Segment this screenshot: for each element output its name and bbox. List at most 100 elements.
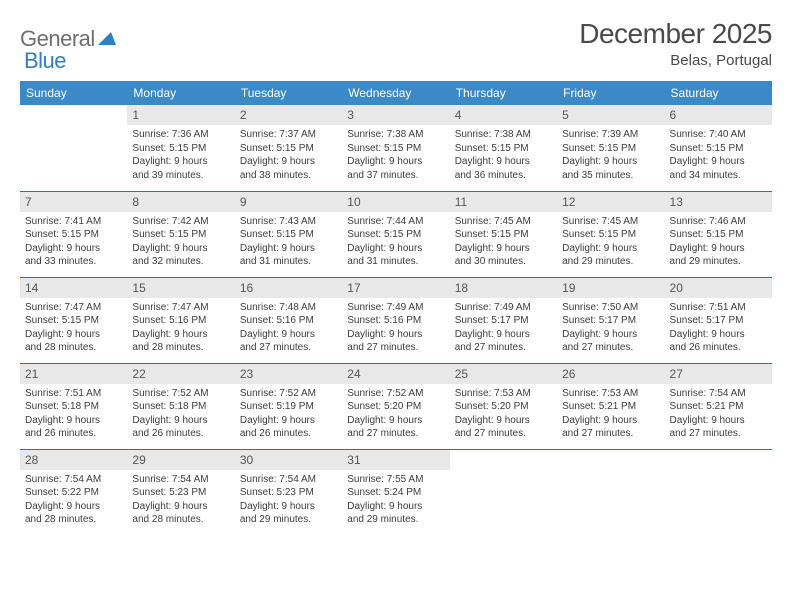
sunset-text: Sunset: 5:17 PM	[670, 314, 767, 328]
calendar-day-cell: 14Sunrise: 7:47 AMSunset: 5:15 PMDayligh…	[20, 277, 127, 363]
daylight1-text: Daylight: 9 hours	[132, 155, 229, 169]
day-number: 16	[235, 278, 342, 298]
daylight2-text: and 31 minutes.	[240, 255, 337, 269]
day-number: 24	[342, 364, 449, 384]
daylight1-text: Daylight: 9 hours	[240, 155, 337, 169]
location-label: Belas, Portugal	[579, 52, 772, 69]
sunset-text: Sunset: 5:15 PM	[455, 142, 552, 156]
daylight2-text: and 28 minutes.	[25, 341, 122, 355]
sunset-text: Sunset: 5:18 PM	[132, 400, 229, 414]
calendar-day-cell: 22Sunrise: 7:52 AMSunset: 5:18 PMDayligh…	[127, 363, 234, 449]
sunset-text: Sunset: 5:15 PM	[670, 228, 767, 242]
calendar-day-cell: 21Sunrise: 7:51 AMSunset: 5:18 PMDayligh…	[20, 363, 127, 449]
daylight1-text: Daylight: 9 hours	[347, 500, 444, 514]
daylight1-text: Daylight: 9 hours	[670, 328, 767, 342]
sunrise-text: Sunrise: 7:46 AM	[670, 215, 767, 229]
sunrise-text: Sunrise: 7:38 AM	[455, 128, 552, 142]
daylight1-text: Daylight: 9 hours	[240, 242, 337, 256]
calendar-day-cell: 28Sunrise: 7:54 AMSunset: 5:22 PMDayligh…	[20, 449, 127, 535]
day-number: 31	[342, 450, 449, 470]
sunrise-text: Sunrise: 7:38 AM	[347, 128, 444, 142]
sunrise-text: Sunrise: 7:36 AM	[132, 128, 229, 142]
sunrise-text: Sunrise: 7:53 AM	[562, 387, 659, 401]
sunset-text: Sunset: 5:15 PM	[132, 142, 229, 156]
calendar-day-cell: 20 Sunrise: 7:51 AMSunset: 5:17 PMDayligh…	[665, 277, 772, 363]
daylight1-text: Daylight: 9 hours	[132, 500, 229, 514]
sunset-text: Sunset: 5:20 PM	[455, 400, 552, 414]
calendar-day-cell	[665, 449, 772, 535]
daylight1-text: Daylight: 9 hours	[455, 155, 552, 169]
day-number: 20	[665, 278, 772, 298]
calendar-day-cell: 12Sunrise: 7:45 AMSunset: 5:15 PMDayligh…	[557, 191, 664, 277]
day-number: 26	[557, 364, 664, 384]
sunset-text: Sunset: 5:16 PM	[240, 314, 337, 328]
calendar-body: 1Sunrise: 7:36 AMSunset: 5:15 PMDaylight…	[20, 105, 772, 535]
calendar-day-cell	[557, 449, 664, 535]
day-number: 10	[342, 192, 449, 212]
calendar-day-cell: 27Sunrise: 7:54 AMSunset: 5:21 PMDayligh…	[665, 363, 772, 449]
sunrise-text: Sunrise: 7:50 AM	[562, 301, 659, 315]
sunrise-text: Sunrise: 7:41 AM	[25, 215, 122, 229]
calendar-day-cell: 29Sunrise: 7:54 AMSunset: 5:23 PMDayligh…	[127, 449, 234, 535]
sunrise-text: Sunrise: 7:54 AM	[240, 473, 337, 487]
sunset-text: Sunset: 5:19 PM	[240, 400, 337, 414]
day-number: 15	[127, 278, 234, 298]
sunset-text: Sunset: 5:20 PM	[347, 400, 444, 414]
calendar-day-cell: 1Sunrise: 7:36 AMSunset: 5:15 PMDaylight…	[127, 105, 234, 191]
calendar-week-row: 21Sunrise: 7:51 AMSunset: 5:18 PMDayligh…	[20, 363, 772, 449]
title-block: December 2025 Belas, Portugal	[579, 18, 772, 69]
sunset-text: Sunset: 5:23 PM	[132, 486, 229, 500]
day-number: 7	[20, 192, 127, 212]
daylight2-text: and 29 minutes.	[240, 513, 337, 527]
daylight2-text: and 28 minutes.	[25, 513, 122, 527]
daylight2-text: and 27 minutes.	[670, 427, 767, 441]
daylight2-text: and 27 minutes.	[347, 341, 444, 355]
sunset-text: Sunset: 5:16 PM	[132, 314, 229, 328]
day-number: 25	[450, 364, 557, 384]
daylight1-text: Daylight: 9 hours	[670, 414, 767, 428]
daylight2-text: and 27 minutes.	[455, 427, 552, 441]
day-number: 4	[450, 105, 557, 125]
calendar-week-row: 7 Sunrise: 7:41 AM Sunset: 5:15 PM Daylight…	[20, 191, 772, 277]
sunrise-text: Sunrise: 7:51 AM	[670, 301, 767, 315]
day-number: 13	[665, 192, 772, 212]
sunrise-text: Sunrise: 7:48 AM	[240, 301, 337, 315]
day-number: 19	[557, 278, 664, 298]
calendar-day-cell: 18Sunrise: 7:49 AMSunset: 5:17 PMDayligh…	[450, 277, 557, 363]
daylight1-text: Daylight: 9 hours	[132, 414, 229, 428]
sunrise-text: Sunrise: 7:55 AM	[347, 473, 444, 487]
daylight2-text: and 27 minutes.	[240, 341, 337, 355]
day-number: 14	[20, 278, 127, 298]
brand-text-2: Blue	[24, 48, 66, 73]
daylight2-text: and 26 minutes.	[25, 427, 122, 441]
sunset-text: Sunset: 5:15 PM	[455, 228, 552, 242]
day-number: 6	[665, 105, 772, 125]
calendar-day-cell: 17Sunrise: 7:49 AMSunset: 5:16 PMDayligh…	[342, 277, 449, 363]
calendar-day-cell: 8Sunrise: 7:42 AMSunset: 5:15 PMDaylight…	[127, 191, 234, 277]
sunset-text: Sunset: 5:21 PM	[670, 400, 767, 414]
daylight1-text: Daylight: 9 hours	[670, 155, 767, 169]
calendar-day-cell: 15Sunrise: 7:47 AMSunset: 5:16 PMDayligh…	[127, 277, 234, 363]
calendar-day-cell: 2Sunrise: 7:37 AMSunset: 5:15 PMDaylight…	[235, 105, 342, 191]
calendar-day-cell: 25Sunrise: 7:53 AMSunset: 5:20 PMDayligh…	[450, 363, 557, 449]
calendar-day-cell: 30Sunrise: 7:54 AMSunset: 5:23 PMDayligh…	[235, 449, 342, 535]
sunrise-text: Sunrise: 7:49 AM	[455, 301, 552, 315]
sunrise-text: Sunrise: 7:54 AM	[670, 387, 767, 401]
calendar-day-cell: 16 Sunrise: 7:48 AMSunset: 5:16 PMDayligh…	[235, 277, 342, 363]
weekday-monday: Monday	[127, 81, 234, 105]
daylight1-text: Daylight: 9 hours	[562, 414, 659, 428]
daylight2-text: and 38 minutes.	[240, 169, 337, 183]
sunrise-text: Sunrise: 7:52 AM	[240, 387, 337, 401]
daylight1-text: Daylight: 9 hours	[240, 328, 337, 342]
sunrise-text: Sunrise: 7:45 AM	[562, 215, 659, 229]
day-number: 22	[127, 364, 234, 384]
day-number: 8	[127, 192, 234, 212]
brand-triangle-icon	[98, 29, 116, 50]
sunrise-text: Sunrise: 7:42 AM	[132, 215, 229, 229]
sunset-text: Sunset: 5:15 PM	[347, 228, 444, 242]
sunset-text: Sunset: 5:15 PM	[562, 228, 659, 242]
weekday-sunday: Sunday	[20, 81, 127, 105]
calendar-week-row: 28Sunrise: 7:54 AMSunset: 5:22 PMDayligh…	[20, 449, 772, 535]
sunrise-text: Sunrise: 7:43 AM	[240, 215, 337, 229]
daylight2-text: and 29 minutes.	[562, 255, 659, 269]
